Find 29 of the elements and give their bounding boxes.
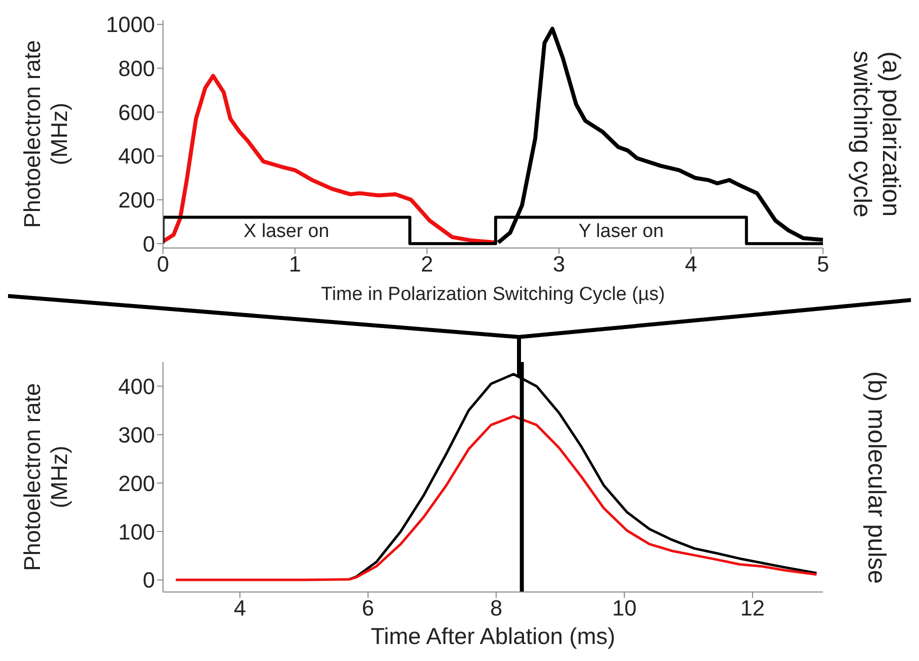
annotation: Y laser on bbox=[578, 221, 664, 242]
y-tick-label: 800 bbox=[118, 56, 155, 82]
y-tick-label: 200 bbox=[118, 188, 155, 213]
x-tick-label: 5 bbox=[816, 252, 830, 277]
y-tick-label: 400 bbox=[118, 374, 155, 400]
y-tick-label: 1000 bbox=[106, 12, 155, 38]
annotation: X laser on bbox=[244, 221, 330, 242]
x-axis-title: Time After Ablation (ms) bbox=[370, 623, 616, 649]
x-tick-label: 10 bbox=[612, 596, 637, 621]
x-tick-label: 2 bbox=[420, 252, 434, 277]
x-tick-label: 12 bbox=[740, 596, 765, 621]
y-tick-label: 200 bbox=[118, 470, 155, 496]
x-tick-label: 6 bbox=[362, 596, 374, 621]
x-tick-label: 4 bbox=[684, 252, 698, 277]
y-tick-label: 100 bbox=[118, 519, 155, 544]
y-axis-title: Photoelectron rate (MHz) bbox=[18, 382, 72, 573]
x-tick-label: 3 bbox=[552, 252, 566, 277]
x-tick-label: 1 bbox=[288, 252, 302, 277]
x-tick-label: 8 bbox=[490, 596, 502, 621]
text: (a) polarization switching cycle bbox=[847, 50, 905, 220]
text: (b) molecular pulse bbox=[862, 370, 890, 586]
y-tick-label: 400 bbox=[118, 144, 155, 169]
x-axis-title: Time in Polarization Switching Cycle (µs) bbox=[321, 284, 665, 305]
y-tick-label: 300 bbox=[118, 422, 155, 448]
y-axis-title: Photoelectron rate (MHz) bbox=[18, 39, 72, 230]
x-tick-label: 4 bbox=[234, 596, 246, 621]
y-tick-label: 0 bbox=[142, 568, 155, 593]
y-tick-label: 600 bbox=[118, 100, 155, 125]
y-tick-label: 0 bbox=[142, 231, 155, 256]
